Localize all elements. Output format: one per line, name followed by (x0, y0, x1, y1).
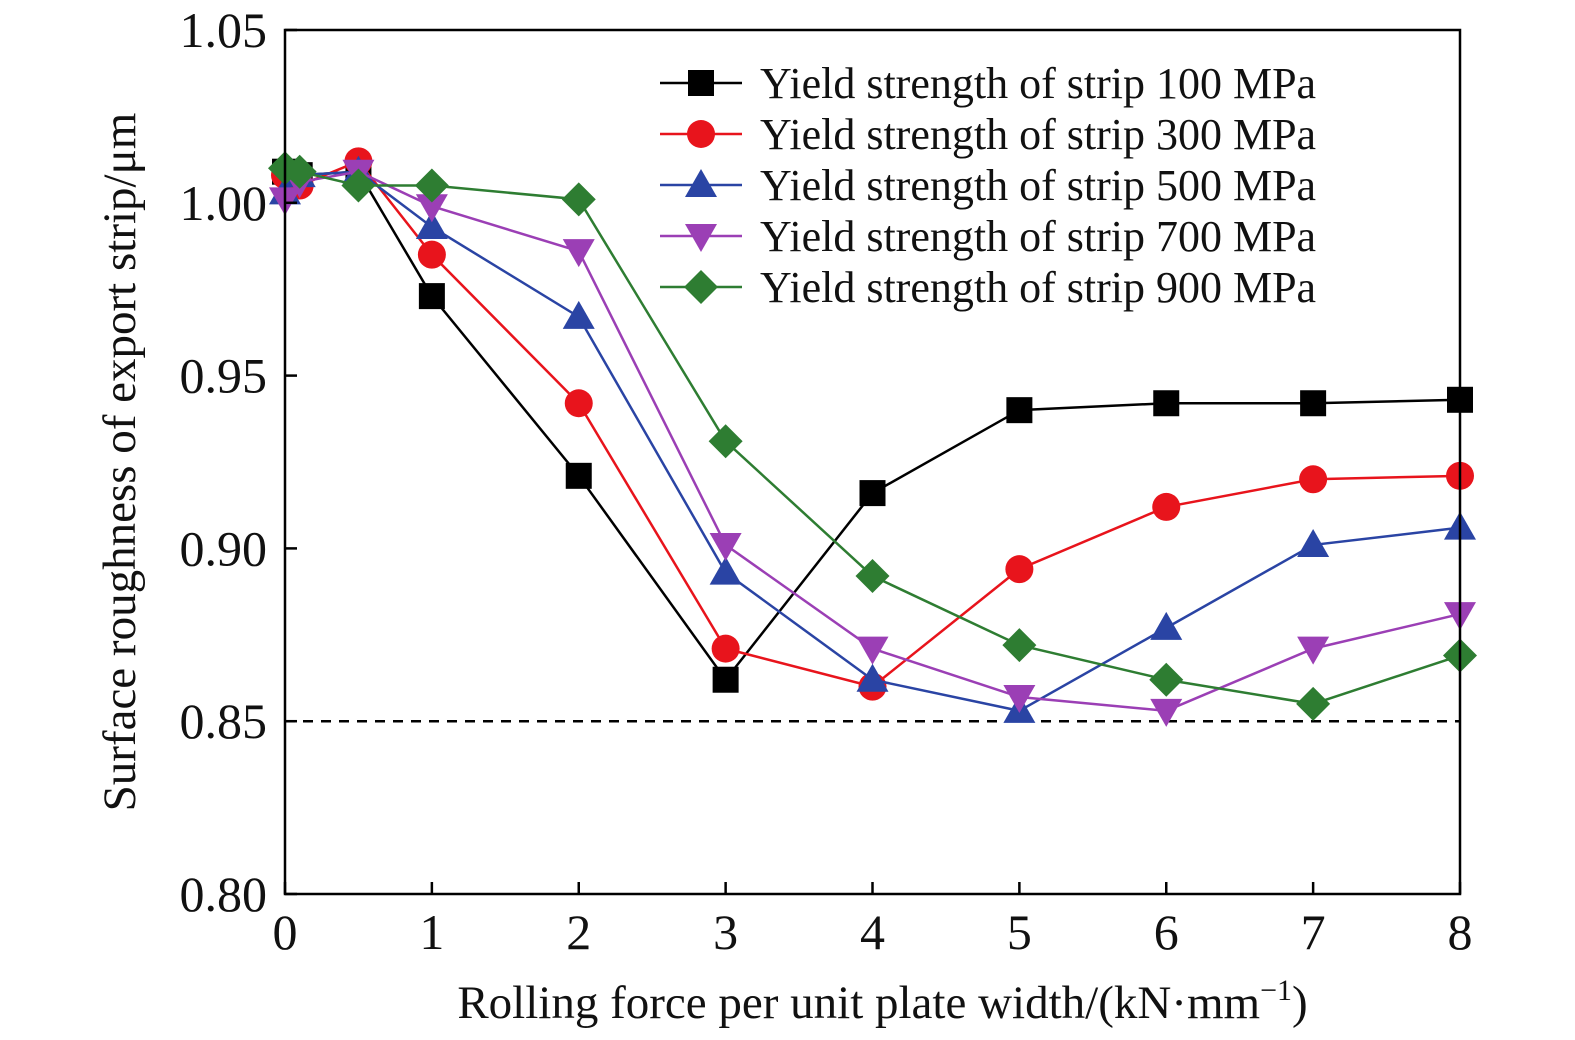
data-point (417, 240, 446, 269)
legend-marker (688, 70, 714, 96)
x-tick-label: 7 (1301, 904, 1326, 960)
data-point (856, 636, 889, 665)
data-point (418, 283, 445, 310)
series-5 (268, 151, 1477, 721)
data-point (855, 559, 890, 594)
data-point (282, 154, 317, 189)
x-tick-label: 5 (1007, 904, 1032, 960)
data-point (565, 462, 592, 489)
legend-label: Yield strength of strip 700 MPa (760, 212, 1316, 261)
legend-marker (684, 270, 718, 304)
x-tick-label: 2 (566, 904, 591, 960)
x-tick-label: 1 (419, 904, 444, 960)
legend-marker (687, 120, 715, 148)
x-axis-title-close: ) (1292, 977, 1308, 1029)
data-point (1150, 611, 1183, 640)
data-point (1297, 528, 1330, 557)
y-tick-label: 0.95 (180, 348, 268, 404)
data-point (859, 480, 886, 507)
x-axis-title-superscript: −1 (1260, 974, 1292, 1007)
data-point (708, 424, 743, 459)
data-point (1153, 390, 1180, 417)
data-point (1300, 390, 1327, 417)
data-point (561, 182, 596, 217)
x-tick-label: 3 (713, 904, 738, 960)
x-axis-title-main: Rolling force per unit plate width/(kN·m… (457, 977, 1260, 1029)
data-point (1149, 662, 1184, 697)
legend-item: Yield strength of strip 900 MPa (660, 263, 1316, 312)
y-axis-title: Surface roughness of export strip/μm (94, 113, 146, 812)
legend-item: Yield strength of strip 100 MPa (660, 59, 1316, 108)
legend-label: Yield strength of strip 900 MPa (760, 263, 1316, 312)
x-axis-title: Rolling force per unit plate width/(kN·m… (457, 974, 1307, 1029)
data-point (712, 666, 739, 693)
x-axis-ticks: 0 1 2 3 4 5 6 7 8 (273, 882, 1473, 960)
data-point (1003, 685, 1036, 714)
data-point (1150, 698, 1183, 727)
data-point (1296, 686, 1331, 721)
x-tick-label: 8 (1448, 904, 1473, 960)
y-tick-label: 0.85 (180, 693, 268, 749)
data-point (1297, 636, 1330, 665)
legend-label: Yield strength of strip 300 MPa (760, 110, 1316, 159)
x-tick-label: 6 (1154, 904, 1179, 960)
data-point (709, 532, 742, 561)
plot-frame (283, 28, 1462, 896)
data-point (709, 556, 742, 585)
data-point (711, 634, 740, 663)
data-point (856, 663, 889, 692)
legend-item: Yield strength of strip 300 MPa (660, 110, 1316, 159)
legend-item: Yield strength of strip 700 MPa (660, 212, 1316, 261)
data-point (562, 300, 595, 329)
legend-marker (685, 224, 717, 252)
y-axis-ticks: 0.80 0.85 0.90 0.95 1.00 1.05 (180, 2, 297, 922)
legend-item: Yield strength of strip 500 MPa (660, 161, 1316, 210)
data-point (1152, 492, 1181, 521)
x-tick-label: 4 (860, 904, 885, 960)
y-tick-label: 1.05 (180, 2, 268, 58)
data-point (415, 194, 448, 223)
y-tick-label: 1.00 (180, 175, 268, 231)
legend-marker (685, 169, 717, 197)
series-layer (268, 147, 1477, 727)
x-tick-label: 0 (273, 904, 298, 960)
data-point (414, 168, 449, 203)
data-point (415, 210, 448, 239)
legend-label: Yield strength of strip 100 MPa (760, 59, 1316, 108)
y-tick-label: 0.90 (180, 520, 268, 576)
data-point (562, 239, 595, 268)
data-point (1299, 465, 1328, 494)
data-point (1005, 555, 1034, 584)
data-point (1006, 397, 1033, 424)
y-tick-label: 0.80 (180, 866, 268, 922)
data-point (1002, 628, 1037, 663)
data-point (341, 168, 376, 203)
data-point (564, 389, 593, 418)
legend-label: Yield strength of strip 500 MPa (760, 161, 1316, 210)
